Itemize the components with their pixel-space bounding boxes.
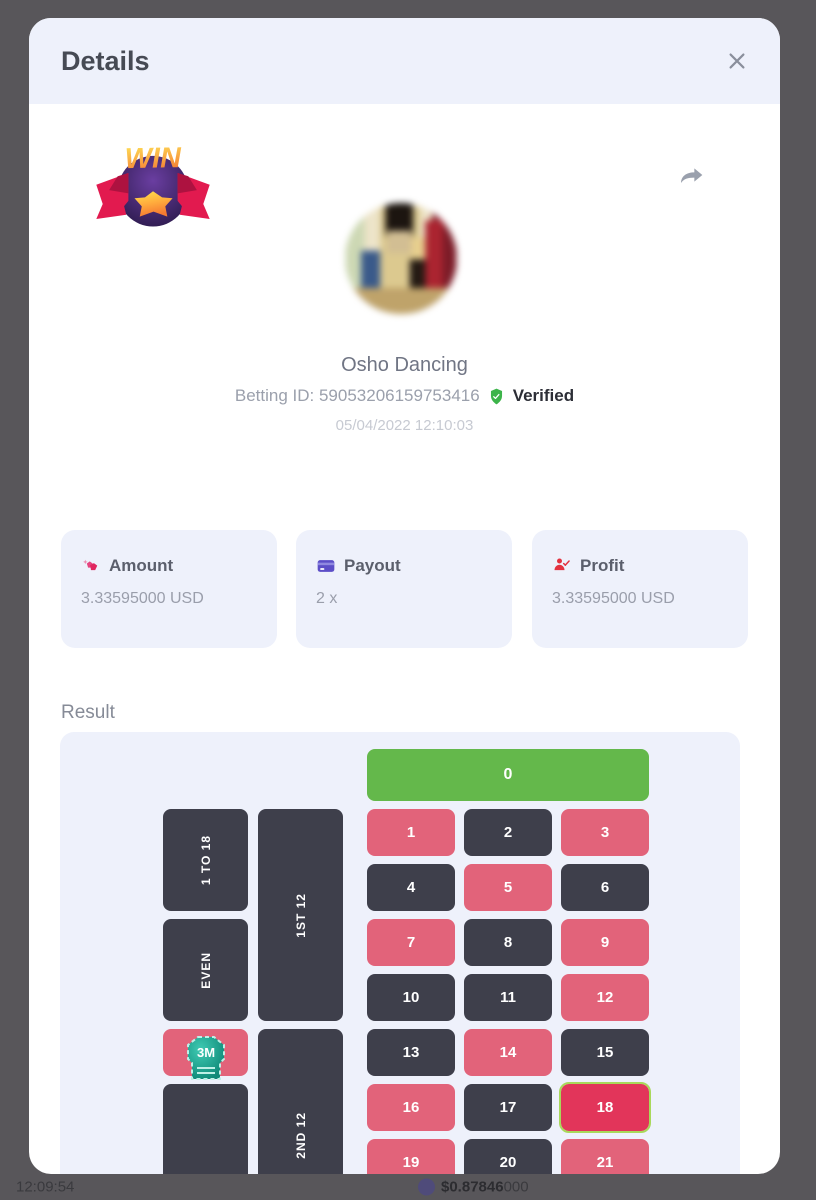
- svg-text:WIN: WIN: [124, 142, 182, 175]
- svg-text:3M: 3M: [196, 1045, 214, 1060]
